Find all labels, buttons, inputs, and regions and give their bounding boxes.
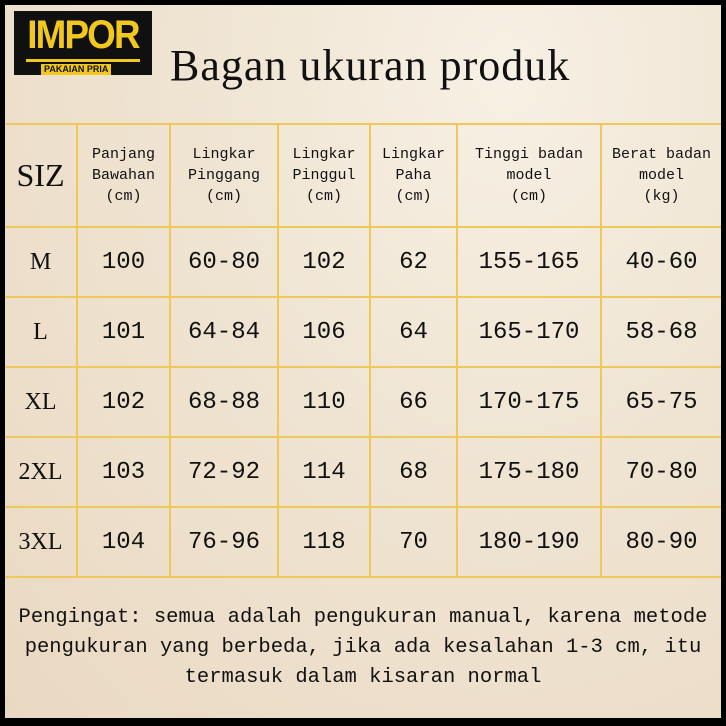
header-line: model xyxy=(638,167,684,184)
table-row: 3XL 104 76-96 118 70 180-190 80-90 xyxy=(5,506,721,578)
table-cell: 66 xyxy=(369,366,458,438)
table-cell: 165-170 xyxy=(456,296,602,368)
table-cell: 155-165 xyxy=(456,226,602,298)
header-line: Lingkar xyxy=(192,146,256,163)
header-line: SIZ xyxy=(16,157,65,193)
note-line: termasuk dalam kisaran normal xyxy=(184,666,542,689)
table-cell: 62 xyxy=(369,226,458,298)
table-cell: 64-84 xyxy=(169,296,279,368)
header-line: (cm) xyxy=(205,188,242,205)
size-chart: IMPOR PAKAIAN PRIA Bagan ukuran produk S… xyxy=(5,5,721,718)
table-cell: 101 xyxy=(76,296,171,368)
header-line: Panjang xyxy=(91,146,155,163)
table-cell: 58-68 xyxy=(600,296,721,368)
table-cell: 175-180 xyxy=(456,436,602,508)
header-line: Berat badan xyxy=(611,146,712,163)
table-cell: 102 xyxy=(76,366,171,438)
header-line: (kg) xyxy=(643,188,680,205)
table-cell: 68 xyxy=(369,436,458,508)
table-cell: 103 xyxy=(76,436,171,508)
column-header: Berat badan model (kg) xyxy=(600,123,721,228)
header-line: (cm) xyxy=(305,188,342,205)
note-line: pengukuran yang berbeda, jika ada kesala… xyxy=(24,636,702,659)
table-cell: 64 xyxy=(369,296,458,368)
size-label: XL xyxy=(5,366,78,438)
table-cell: 104 xyxy=(76,506,171,578)
size-label: 2XL xyxy=(5,436,78,508)
table-cell: 114 xyxy=(277,436,371,508)
table-row: M 100 60-80 102 62 155-165 40-60 xyxy=(5,226,721,298)
header-line: (cm) xyxy=(105,188,142,205)
table-cell: 76-96 xyxy=(169,506,279,578)
disclaimer-note: Pengingat: semua adalah pengukuran manua… xyxy=(5,603,721,693)
note-line: Pengingat: semua adalah pengukuran manua… xyxy=(18,606,708,629)
column-header: SIZ xyxy=(5,123,78,228)
header-line: Lingkar xyxy=(381,146,445,163)
table-cell: 102 xyxy=(277,226,371,298)
logo-tagline: PAKAIAN PRIA xyxy=(41,64,112,75)
size-label: L xyxy=(5,296,78,368)
table-cell: 100 xyxy=(76,226,171,298)
table-row: 2XL 103 72-92 114 68 175-180 70-80 xyxy=(5,436,721,508)
header-line: model xyxy=(506,167,552,184)
column-header: Tinggi badan model (cm) xyxy=(456,123,602,228)
table-cell: 180-190 xyxy=(456,506,602,578)
size-table: SIZ Panjang Bawahan (cm) Lingkar Pinggang (cm)… xyxy=(5,123,721,578)
table-row: XL 102 68-88 110 66 170-175 65-75 xyxy=(5,366,721,438)
size-label: 3XL xyxy=(5,506,78,578)
column-header: Lingkar Pinggang (cm) xyxy=(169,123,279,228)
header-line: (cm) xyxy=(510,188,547,205)
table-cell: 72-92 xyxy=(169,436,279,508)
column-header: Panjang Bawahan (cm) xyxy=(76,123,171,228)
table-cell: 65-75 xyxy=(600,366,721,438)
page-title: Bagan ukuran produk xyxy=(170,41,571,90)
header-line: Pinggul xyxy=(292,167,356,184)
logo-divider xyxy=(26,59,140,62)
size-label: M xyxy=(5,226,78,298)
table-cell: 70 xyxy=(369,506,458,578)
table-cell: 170-175 xyxy=(456,366,602,438)
table-cell: 110 xyxy=(277,366,371,438)
brand-logo: IMPOR PAKAIAN PRIA xyxy=(14,11,152,75)
logo-brand: IMPOR xyxy=(27,13,140,57)
column-header: Lingkar Paha (cm) xyxy=(369,123,458,228)
header-row: SIZ Panjang Bawahan (cm) Lingkar Pinggang (cm)… xyxy=(5,123,721,228)
header-line: Tinggi badan xyxy=(474,146,584,163)
header-line: (cm) xyxy=(395,188,432,205)
header-line: Bawahan xyxy=(91,167,155,184)
table-cell: 40-60 xyxy=(600,226,721,298)
table-row: L 101 64-84 106 64 165-170 58-68 xyxy=(5,296,721,368)
table-cell: 60-80 xyxy=(169,226,279,298)
table-cell: 106 xyxy=(277,296,371,368)
table-cell: 80-90 xyxy=(600,506,721,578)
column-header: Lingkar Pinggul (cm) xyxy=(277,123,371,228)
table-cell: 118 xyxy=(277,506,371,578)
header-line: Paha xyxy=(395,167,432,184)
table-cell: 70-80 xyxy=(600,436,721,508)
header-line: Pinggang xyxy=(187,167,260,184)
table-cell: 68-88 xyxy=(169,366,279,438)
header-line: Lingkar xyxy=(292,146,356,163)
